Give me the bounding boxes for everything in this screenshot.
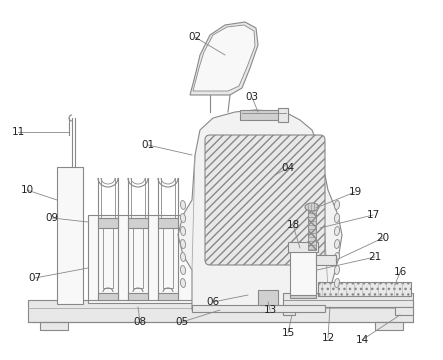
- Ellipse shape: [334, 279, 339, 288]
- Bar: [158, 293, 178, 300]
- Text: 19: 19: [348, 187, 361, 197]
- Text: 12: 12: [321, 333, 334, 343]
- Text: 02: 02: [188, 32, 202, 42]
- Text: 14: 14: [355, 335, 369, 345]
- Bar: [40, 322, 68, 330]
- Text: 18: 18: [286, 220, 299, 230]
- Bar: [133, 228, 143, 288]
- Bar: [290, 248, 316, 296]
- Bar: [288, 242, 318, 252]
- Bar: [98, 218, 118, 228]
- Bar: [375, 322, 403, 330]
- Bar: [98, 293, 118, 300]
- FancyBboxPatch shape: [205, 135, 325, 265]
- Text: 21: 21: [369, 252, 381, 262]
- Bar: [128, 293, 148, 300]
- Bar: [283, 293, 413, 307]
- Ellipse shape: [334, 201, 339, 210]
- Bar: [395, 307, 413, 315]
- Text: 20: 20: [377, 233, 389, 243]
- Bar: [57, 167, 83, 304]
- Ellipse shape: [180, 279, 186, 288]
- Ellipse shape: [334, 252, 339, 261]
- Text: 10: 10: [20, 185, 34, 195]
- Bar: [103, 228, 113, 288]
- Bar: [158, 218, 178, 228]
- Bar: [318, 282, 411, 296]
- Ellipse shape: [180, 266, 186, 274]
- Ellipse shape: [334, 239, 339, 248]
- Text: 16: 16: [393, 267, 407, 277]
- Polygon shape: [178, 110, 342, 310]
- Text: 01: 01: [141, 140, 155, 150]
- Bar: [316, 255, 336, 265]
- Bar: [88, 215, 193, 303]
- Ellipse shape: [180, 226, 186, 235]
- Bar: [28, 300, 413, 322]
- Bar: [240, 110, 288, 120]
- Bar: [283, 307, 295, 315]
- Polygon shape: [190, 22, 258, 95]
- Text: 04: 04: [281, 163, 295, 173]
- Bar: [308, 210, 316, 250]
- Text: 07: 07: [28, 273, 42, 283]
- Ellipse shape: [334, 213, 339, 222]
- Text: 13: 13: [264, 305, 276, 315]
- Polygon shape: [193, 25, 255, 91]
- Text: 06: 06: [206, 297, 220, 307]
- Ellipse shape: [180, 213, 186, 222]
- Text: 11: 11: [12, 127, 25, 137]
- Bar: [163, 228, 173, 288]
- Ellipse shape: [180, 239, 186, 248]
- Text: 03: 03: [245, 92, 259, 102]
- Bar: [192, 305, 325, 312]
- Ellipse shape: [180, 252, 186, 261]
- Text: 08: 08: [133, 317, 147, 327]
- Text: 15: 15: [281, 328, 295, 338]
- Bar: [128, 218, 148, 228]
- Text: 05: 05: [175, 317, 189, 327]
- Bar: [278, 108, 288, 122]
- Bar: [290, 295, 316, 298]
- Ellipse shape: [334, 266, 339, 274]
- Text: 17: 17: [366, 210, 380, 220]
- Text: 09: 09: [46, 213, 58, 223]
- Ellipse shape: [180, 201, 186, 210]
- Ellipse shape: [334, 226, 339, 235]
- Ellipse shape: [305, 203, 319, 211]
- Bar: [258, 290, 278, 308]
